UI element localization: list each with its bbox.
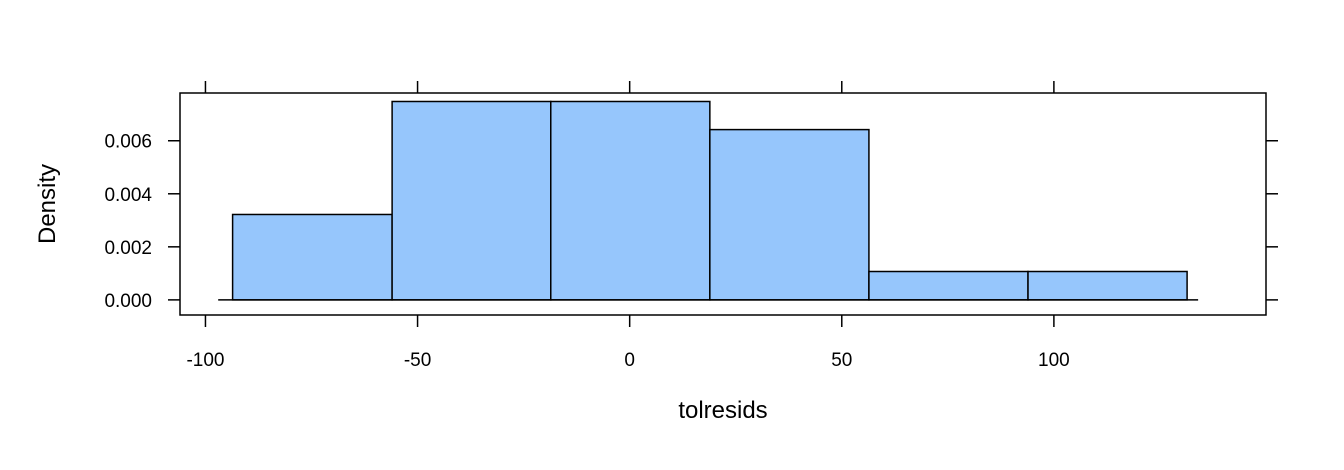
x-tick-label: -50 <box>404 350 431 371</box>
x-axis-ticks: -100 -50 0 50 100 <box>186 81 1070 371</box>
histogram-bar-2 <box>391 100 552 301</box>
y-axis-ticks: 0.000 0.002 0.004 0.006 <box>104 132 1278 312</box>
x-tick-label: 100 <box>1038 350 1070 371</box>
y-tick-label: 0.004 <box>104 185 152 206</box>
histogram-bar-1 <box>231 213 393 301</box>
x-tick-label: 50 <box>831 350 852 371</box>
y-tick-label: 0.002 <box>104 238 152 259</box>
histogram-bars <box>231 100 1188 301</box>
x-tick-label: -100 <box>186 350 224 371</box>
histogram-bar-4 <box>709 128 870 301</box>
histogram-bar-6 <box>1027 270 1188 301</box>
histogram-bar-3 <box>550 100 711 301</box>
plot-frame <box>179 92 1267 316</box>
x-tick-label: 0 <box>624 350 635 371</box>
y-tick-label: 0.000 <box>104 291 152 312</box>
x-axis-label: tolresids <box>678 397 767 424</box>
histogram-bar-5 <box>868 270 1029 301</box>
y-tick-label: 0.006 <box>104 132 152 153</box>
y-axis-label: Density <box>34 164 61 244</box>
